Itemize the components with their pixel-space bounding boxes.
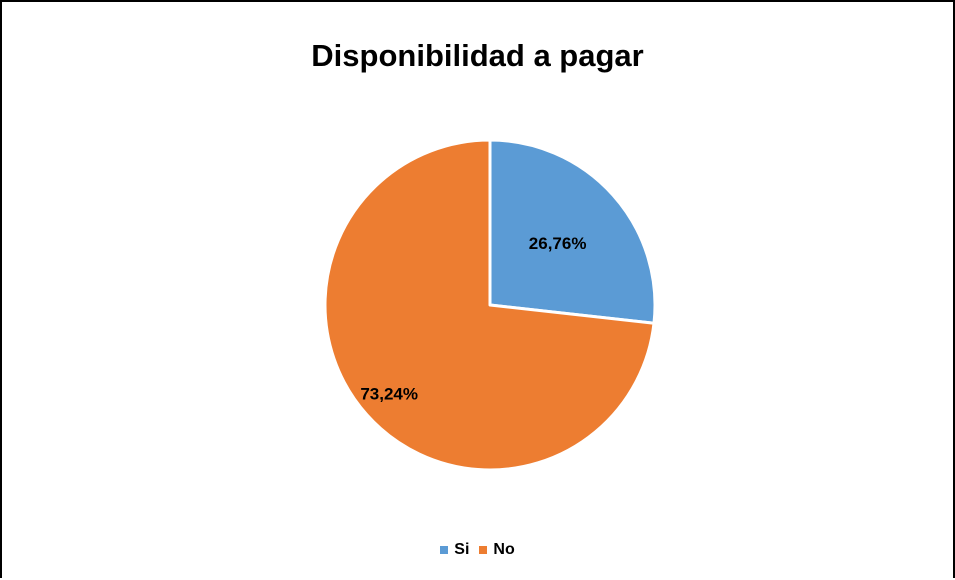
data-label-no: 73,24% (360, 385, 418, 404)
legend-swatch-si (440, 546, 449, 554)
pie-slices (323, 138, 657, 472)
legend-swatch-no (479, 546, 488, 554)
legend-label-si: Si (454, 541, 470, 558)
legend-entry-si: Si (440, 541, 469, 559)
pie-slice-si (488, 138, 657, 325)
chart-title: Disponibilidad a pagar (311, 38, 644, 73)
legend-label-no: No (493, 541, 515, 558)
data-label-si: 26,76% (529, 234, 587, 253)
legend: Si No (2, 541, 953, 559)
pie-slice-no (323, 138, 656, 472)
legend-entry-no: No (479, 541, 515, 559)
pie-data-labels: 26,76% 73,24% (360, 234, 586, 404)
